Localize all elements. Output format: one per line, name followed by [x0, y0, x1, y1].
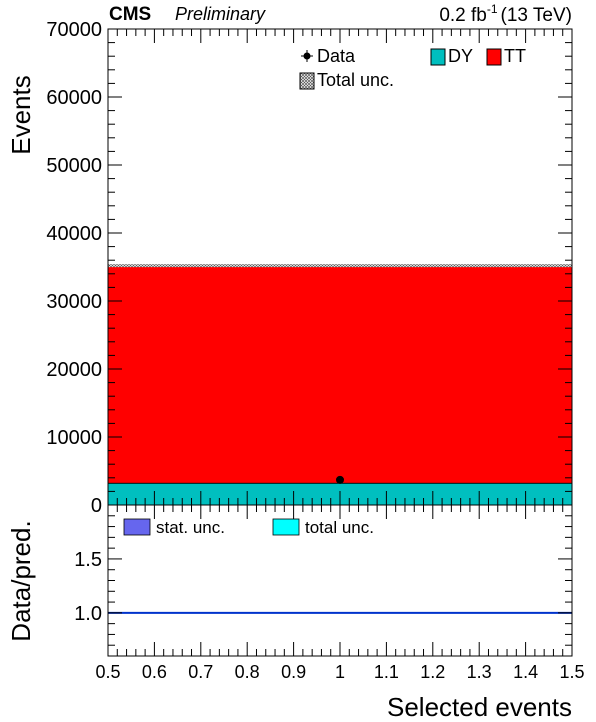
upper-legend: Data DY TT Total unc.: [299, 46, 526, 90]
y-tick-label: 20000: [46, 359, 102, 381]
y-tick-label: 50000: [46, 155, 102, 177]
x-tick-label: 1.1: [374, 662, 399, 682]
hatch-swatch-icon: [299, 72, 315, 90]
lower-legend: stat. unc. total unc.: [123, 518, 374, 537]
tt-swatch-icon: [486, 48, 502, 66]
legend-total-unc: Total unc.: [299, 70, 394, 90]
lower-panel: 1.0 1.5 Data/pred. stat. unc. total unc.: [6, 504, 573, 657]
ratio-y-tick-label: 1.5: [74, 549, 102, 571]
legend-total-unc-ratio-label: total unc.: [305, 518, 374, 537]
x-tick-label: 1.5: [559, 662, 584, 682]
legend-dy: DY: [430, 46, 473, 66]
data-point: [336, 475, 344, 484]
data-marker-icon: [303, 52, 311, 60]
x-tick-label: 1.4: [513, 662, 538, 682]
cms-label: CMS: [109, 4, 151, 25]
legend-tt: TT: [486, 46, 526, 66]
y-tick-label: 10000: [46, 427, 102, 449]
x-tick-label: 1.2: [420, 662, 445, 682]
y-tick-label: 30000: [46, 291, 102, 313]
legend-dy-label: DY: [448, 46, 473, 66]
y-tick-label: 0: [91, 495, 102, 517]
lumi-label: 0.2 fb-1 (13 TeV): [439, 2, 572, 26]
total-unc-swatch-icon: [272, 518, 300, 536]
x-tick-label: 0.6: [142, 662, 167, 682]
x-tick-label: 1.3: [467, 662, 492, 682]
y-tick-label: 40000: [46, 223, 102, 245]
dy-swatch-icon: [430, 48, 446, 66]
legend-data: Data: [301, 46, 356, 66]
total-unc-band: [108, 264, 572, 268]
legend-data-label: Data: [317, 46, 356, 66]
y-tick-label: 60000: [46, 87, 102, 109]
lower-y-title: Data/pred.: [6, 520, 36, 641]
bar-tt: [107, 265, 573, 484]
y-tick-label: 70000: [46, 19, 102, 41]
x-tick-label: 0.9: [281, 662, 306, 682]
upper-y-title: Events: [6, 75, 36, 155]
x-tick-label: 0.8: [235, 662, 260, 682]
ratio-y-tick-label: 1.0: [74, 603, 102, 625]
preliminary-label: Preliminary: [175, 4, 266, 24]
x-axis-title: Selected events: [387, 692, 572, 722]
legend-total-unc-label: Total unc.: [317, 70, 394, 90]
x-tick-label: 0.5: [95, 662, 120, 682]
x-tick-label: 1: [335, 662, 345, 682]
upper-panel: 0 10000 20000 30000 40000 50000 60000 70000 Eve…: [6, 19, 573, 517]
stat-unc-swatch-icon: [123, 518, 151, 536]
legend-tt-label: TT: [504, 46, 526, 66]
legend-stat-unc-label: stat. unc.: [156, 518, 225, 537]
x-tick-label: 0.7: [188, 662, 213, 682]
